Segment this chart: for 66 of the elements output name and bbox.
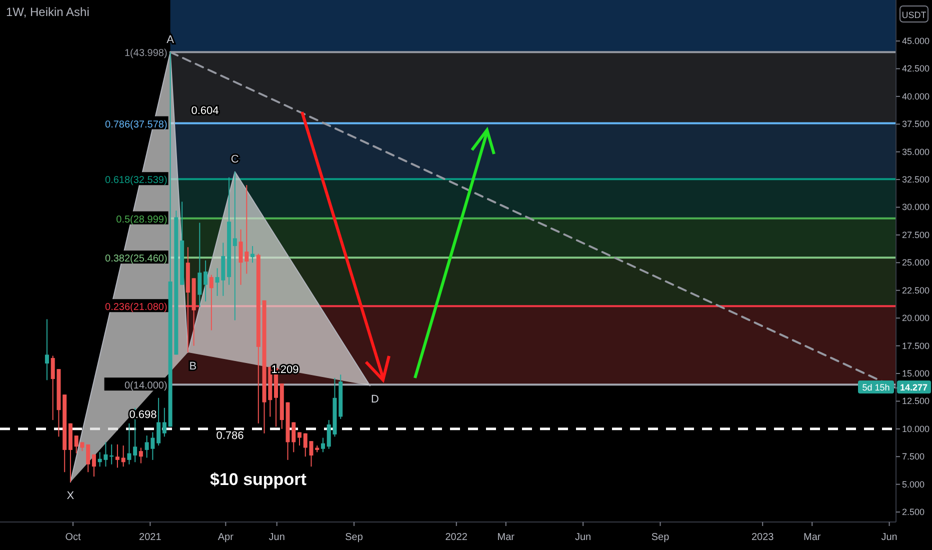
y-tick-label: 7.500 xyxy=(902,452,925,462)
y-tick-label: 22.500 xyxy=(902,285,930,296)
annotation: 5d 15h xyxy=(862,382,890,393)
y-tick-label: 25.000 xyxy=(902,258,930,268)
candlestick xyxy=(92,454,96,478)
candlestick xyxy=(303,432,308,458)
x-tick-label: 2022 xyxy=(445,532,468,543)
y-tick-label: 42.500 xyxy=(902,64,930,74)
x-tick-label: Sep xyxy=(651,532,670,543)
ref-line-label: 0.5(28.999) xyxy=(116,214,168,226)
y-tick-label: 20.000 xyxy=(902,313,930,324)
y-tick-label: 15.000 xyxy=(902,368,930,378)
x-tick-label: Mar xyxy=(497,532,516,543)
candlestick xyxy=(198,222,202,308)
x-tick-label: Mar xyxy=(803,532,822,543)
candlestick xyxy=(298,432,302,446)
annotation: D xyxy=(371,394,379,406)
x-tick-label: Apr xyxy=(218,532,234,543)
text: USDT xyxy=(902,10,927,20)
y-tick-label: 37.500 xyxy=(902,119,930,130)
x-tick-label: Jun xyxy=(575,532,592,543)
x-tick-label: Jun xyxy=(881,532,898,543)
candlestick xyxy=(320,437,325,453)
y-tick-label: 35.000 xyxy=(902,146,930,157)
candlestick xyxy=(162,407,166,438)
y-tick-label: 12.500 xyxy=(902,396,930,406)
candlestick xyxy=(204,260,208,302)
ref-line-label: 0.618(32.539) xyxy=(105,175,168,186)
y-tick-label: 17.500 xyxy=(902,340,930,351)
ref-line-label: 0.382(25.460) xyxy=(105,254,168,265)
annotation: C xyxy=(230,154,239,166)
ref-line-label: 1(43.998) xyxy=(124,48,168,60)
y-tick-label: 30.000 xyxy=(902,202,930,212)
candlestick xyxy=(44,318,49,381)
y-tick-label: 45.000 xyxy=(902,36,930,46)
y-tick-label: 40.000 xyxy=(902,91,930,102)
candlestick xyxy=(121,445,126,468)
y-tick-label: 32.500 xyxy=(902,174,930,185)
y-tick-label: 27.500 xyxy=(902,230,930,240)
x-tick-label: Sep xyxy=(345,532,364,543)
ref-line-label: 0.236(21.080) xyxy=(105,302,168,314)
annotation: 0.786 xyxy=(216,430,244,442)
x-tick-label: Jun xyxy=(268,532,285,543)
ref-line-label: $10 support xyxy=(210,470,307,489)
text: 1W, Heikin Ashi xyxy=(6,5,90,19)
candlestick xyxy=(86,444,90,473)
annotation: A xyxy=(166,34,175,46)
candlestick xyxy=(250,246,255,264)
candlestick xyxy=(209,274,214,331)
x-tick-label: 2021 xyxy=(139,532,162,543)
candlestick xyxy=(115,444,120,468)
x-tick-label: 2023 xyxy=(751,532,774,543)
ref-line-label: 0(14.000) xyxy=(124,380,168,392)
annotation: 0.604 xyxy=(191,104,219,117)
y-tick-label: 5.000 xyxy=(902,479,925,490)
annotation: X xyxy=(66,490,75,502)
ref-line-label: 0.786(37.578) xyxy=(105,119,168,130)
y-tick-label: 2.500 xyxy=(902,507,925,518)
annotation: B xyxy=(189,360,197,372)
x-tick-label: Oct xyxy=(65,532,81,543)
candlestick xyxy=(232,171,237,321)
text: 14.277 xyxy=(900,382,928,393)
candlestick xyxy=(156,397,161,446)
y-tick-label: 10.000 xyxy=(902,424,930,434)
candlestick xyxy=(138,447,143,464)
candlestick xyxy=(127,422,132,465)
